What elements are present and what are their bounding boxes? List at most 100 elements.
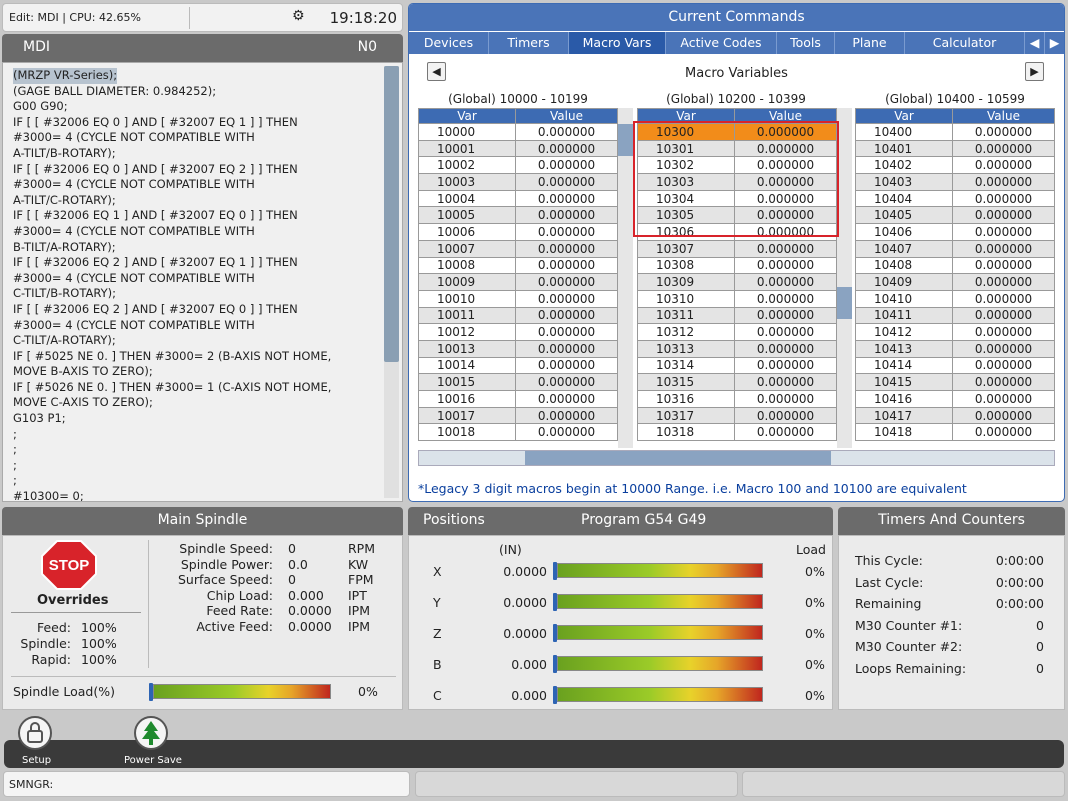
program-line[interactable]: (MRZP VR-Series); [13, 68, 118, 84]
macro-row[interactable]: 10301 0.000000 [637, 139, 838, 158]
tab-devices[interactable]: Devices [409, 32, 489, 54]
var-value[interactable]: 0.000000 [951, 339, 1056, 358]
program-line[interactable]: A-TILT/C-ROTARY); [13, 192, 116, 207]
macro-row[interactable]: 10006 0.000000 [418, 223, 619, 241]
program-line[interactable]: IF [ #5026 NE 0. ] THEN #3000= 1 (C-AXIS… [13, 379, 332, 394]
macro-row[interactable]: 10012 0.000000 [418, 323, 619, 341]
var-value[interactable]: 0.000000 [951, 423, 1056, 442]
macro-row[interactable]: 10010 0.000000 [418, 289, 619, 308]
macro-row[interactable]: 10002 0.000000 [418, 156, 619, 175]
program-line[interactable]: IF [ [ #32006 EQ 2 ] AND [ #32007 EQ 1 ]… [13, 255, 298, 270]
var-value[interactable]: 0.000000 [951, 289, 1056, 308]
var-value[interactable]: 0.000000 [951, 223, 1056, 241]
macro-row[interactable]: 10303 0.000000 [637, 173, 838, 191]
tab-active-codes[interactable]: Active Codes [666, 32, 777, 54]
macro-row[interactable]: 10408 0.000000 [855, 256, 1056, 275]
macro-row[interactable]: 10003 0.000000 [418, 173, 619, 191]
macro-row[interactable]: 10406 0.000000 [855, 223, 1056, 241]
var-value[interactable]: 0.000000 [951, 356, 1056, 375]
var-value[interactable]: 0.000000 [733, 139, 838, 158]
setup-lock-icon[interactable] [18, 716, 52, 750]
tab-scroll-left-icon[interactable]: ◀ [1025, 32, 1045, 54]
macro-row[interactable]: 10416 0.000000 [855, 390, 1056, 408]
tab-calculator[interactable]: Calculator [905, 32, 1025, 54]
program-line[interactable]: ; [13, 442, 17, 457]
program-line[interactable]: #3000= 4 (CYCLE NOT COMPATIBLE WITH [13, 223, 255, 238]
macro-row[interactable]: 10400 0.000000 [855, 123, 1056, 141]
var-value[interactable]: 0.000000 [514, 123, 619, 141]
macro-row[interactable]: 10405 0.000000 [855, 206, 1056, 225]
tab-timers[interactable]: Timers [489, 32, 569, 54]
program-line[interactable]: ; [13, 426, 17, 441]
tab-scroll-right-icon[interactable]: ▶ [1045, 32, 1064, 54]
var-value[interactable]: 0.000000 [514, 273, 619, 291]
macro-row[interactable]: 10417 0.000000 [855, 406, 1056, 425]
var-value[interactable]: 0.000000 [514, 139, 619, 158]
macro-row[interactable]: 10311 0.000000 [637, 306, 838, 325]
macro-row[interactable]: 10317 0.000000 [637, 406, 838, 425]
macro-row[interactable]: 10401 0.000000 [855, 139, 1056, 158]
macro-row[interactable]: 10302 0.000000 [637, 156, 838, 175]
macro-row[interactable]: 10300 0.000000 [637, 123, 838, 141]
macro-row[interactable]: 10418 0.000000 [855, 423, 1056, 442]
program-line[interactable]: MOVE C-AXIS TO ZERO); [13, 395, 153, 410]
macro-row[interactable]: 10315 0.000000 [637, 373, 838, 391]
macro-row[interactable]: 10413 0.000000 [855, 339, 1056, 358]
var-value[interactable]: 0.000000 [514, 356, 619, 375]
macro-row[interactable]: 10313 0.000000 [637, 339, 838, 358]
program-line[interactable]: IF [ [ #32006 EQ 0 ] AND [ #32007 EQ 1 ]… [13, 114, 298, 129]
macro-row[interactable]: 10018 0.000000 [418, 423, 619, 442]
macro-row[interactable]: 10403 0.000000 [855, 173, 1056, 191]
var-value[interactable]: 0.000000 [951, 189, 1056, 208]
var-value[interactable]: 0.000000 [951, 256, 1056, 275]
prev-page-icon[interactable]: ◀ [427, 62, 446, 81]
macro-row[interactable]: 10304 0.000000 [637, 189, 838, 208]
var-value[interactable]: 0.000000 [733, 390, 838, 408]
macro-row[interactable]: 10016 0.000000 [418, 390, 619, 408]
macro-row[interactable]: 10004 0.000000 [418, 189, 619, 208]
table2-scrollbar[interactable] [837, 108, 852, 448]
macro-row[interactable]: 10316 0.000000 [637, 390, 838, 408]
macro-row[interactable]: 10409 0.000000 [855, 273, 1056, 291]
macro-row[interactable]: 10015 0.000000 [418, 373, 619, 391]
var-value[interactable]: 0.000000 [951, 123, 1056, 141]
macro-row[interactable]: 10014 0.000000 [418, 356, 619, 375]
macro-row[interactable]: 10013 0.000000 [418, 339, 619, 358]
program-line[interactable]: #3000= 4 (CYCLE NOT COMPATIBLE WITH [13, 317, 255, 332]
power-save-tree-icon[interactable] [134, 716, 168, 750]
var-value[interactable]: 0.000000 [514, 173, 619, 191]
var-value[interactable]: 0.000000 [733, 356, 838, 375]
var-value[interactable]: 0.000000 [514, 289, 619, 308]
var-value[interactable]: 0.000000 [733, 406, 838, 425]
var-value[interactable]: 0.000000 [514, 206, 619, 225]
var-value[interactable]: 0.000000 [514, 239, 619, 258]
var-value[interactable]: 0.000000 [951, 323, 1056, 341]
macro-row[interactable]: 10001 0.000000 [418, 139, 619, 158]
macro-row[interactable]: 10402 0.000000 [855, 156, 1056, 175]
var-value[interactable]: 0.000000 [733, 239, 838, 258]
var-value[interactable]: 0.000000 [951, 373, 1056, 391]
macro-row[interactable]: 10314 0.000000 [637, 356, 838, 375]
program-line[interactable]: B-TILT/A-ROTARY); [13, 239, 116, 254]
program-line[interactable]: C-TILT/A-ROTARY); [13, 333, 116, 348]
var-value[interactable]: 0.000000 [951, 406, 1056, 425]
var-value[interactable]: 0.000000 [514, 156, 619, 175]
var-value[interactable]: 0.000000 [733, 256, 838, 275]
tab-tools[interactable]: Tools [777, 32, 835, 54]
program-line[interactable]: ; [13, 457, 17, 472]
macro-row[interactable]: 10415 0.000000 [855, 373, 1056, 391]
horizontal-scroll-thumb[interactable] [525, 451, 831, 465]
macro-row[interactable]: 10310 0.000000 [637, 289, 838, 308]
var-value[interactable]: 0.000000 [514, 223, 619, 241]
table2-scroll-thumb[interactable] [837, 287, 852, 319]
macro-row[interactable]: 10007 0.000000 [418, 239, 619, 258]
var-value[interactable]: 0.000000 [514, 373, 619, 391]
var-value[interactable]: 0.000000 [733, 373, 838, 391]
macro-row[interactable]: 10404 0.000000 [855, 189, 1056, 208]
program-line[interactable]: #3000= 4 (CYCLE NOT COMPATIBLE WITH [13, 270, 255, 285]
macro-row[interactable]: 10312 0.000000 [637, 323, 838, 341]
macro-row[interactable]: 10309 0.000000 [637, 273, 838, 291]
var-value[interactable]: 0.000000 [733, 323, 838, 341]
mdi-scroll-thumb[interactable] [384, 66, 399, 362]
var-value[interactable]: 0.000000 [514, 189, 619, 208]
